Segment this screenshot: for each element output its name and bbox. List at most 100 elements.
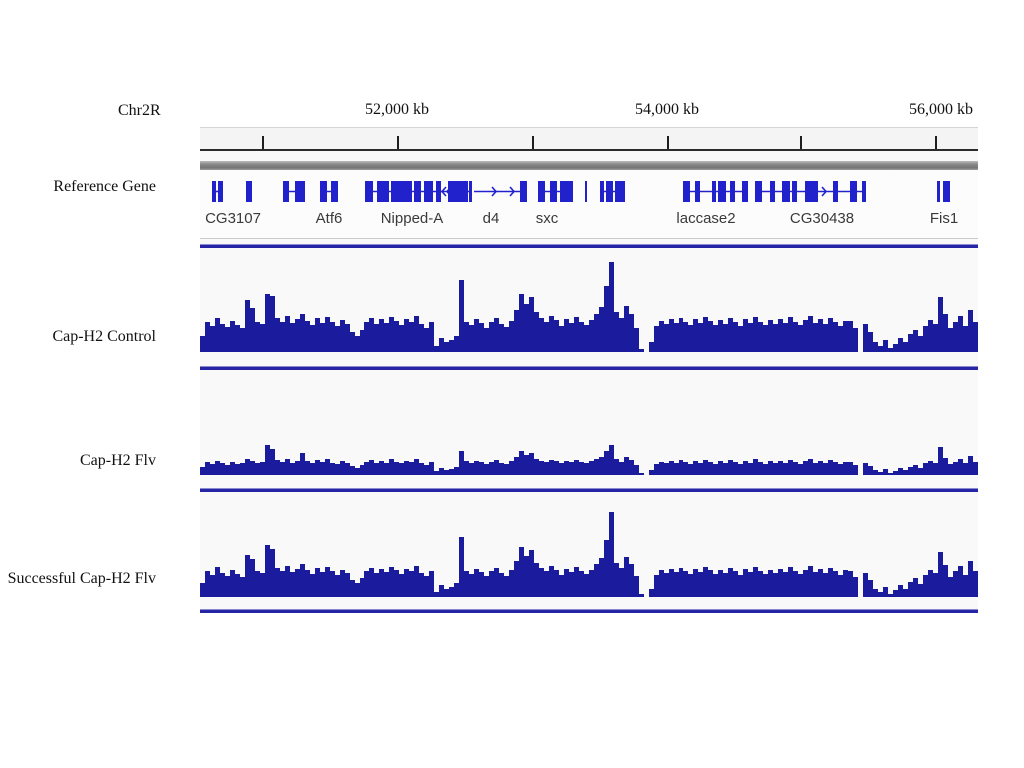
coverage-bar (299, 564, 305, 597)
coverage-bar (847, 462, 853, 475)
gene-exon (782, 181, 790, 202)
coverage-bar (902, 589, 908, 597)
coverage-bar (593, 564, 599, 597)
ruler-coordinate-label: 54,000 kb (635, 101, 699, 118)
coverage-bar (867, 580, 873, 597)
coverage-bar (209, 575, 215, 597)
coverage-bar (389, 317, 395, 352)
coverage-bar (608, 262, 614, 352)
coverage-bar (304, 570, 310, 597)
coverage-bar (219, 573, 225, 597)
coverage-bar (204, 571, 210, 597)
coverage-bar (369, 460, 375, 475)
coverage-bar (887, 348, 893, 352)
coverage-bar (339, 320, 345, 352)
coverage-bar (404, 569, 410, 597)
coverage-bar (693, 461, 699, 475)
coverage-bar (648, 342, 654, 352)
coverage-bar (359, 465, 365, 475)
track-bottom-border-line (200, 609, 978, 613)
coverage-bar (419, 463, 425, 475)
coverage-bar (962, 326, 968, 352)
coverage-bar (713, 464, 719, 475)
coverage-bar (773, 463, 779, 475)
gene-exon (585, 181, 587, 202)
coverage-bar (254, 322, 260, 352)
coverage-bar (623, 306, 629, 352)
coverage-bar (294, 569, 300, 597)
coverage-bar (578, 322, 584, 352)
coverage-track-successful-cap-h2-flv (200, 502, 978, 597)
coverage-bar (593, 314, 599, 352)
gene-exon (295, 181, 305, 202)
coverage-bar (703, 317, 709, 352)
coverage-bar (842, 321, 848, 352)
gene-label: laccase2 (676, 210, 736, 227)
gene-label: Nipped-A (380, 210, 444, 227)
coverage-bar (778, 569, 784, 597)
coverage-bar (399, 574, 405, 597)
coverage-bar (708, 321, 714, 352)
coverage-bar (494, 460, 500, 475)
coverage-bar (344, 573, 350, 597)
coverage-bar (718, 320, 724, 352)
track-divider-bar (200, 161, 978, 170)
coverage-bar (234, 464, 240, 475)
coverage-bar (279, 571, 285, 597)
coverage-bar (409, 322, 415, 352)
coverage-bar (364, 571, 370, 597)
gene-exon (424, 181, 433, 202)
coverage-bar (768, 461, 774, 475)
coverage-bar (678, 568, 684, 597)
coverage-bar (618, 462, 624, 475)
coverage-bar (214, 318, 220, 352)
coverage-bar (917, 336, 923, 352)
coverage-bar (449, 587, 455, 597)
coverage-bar (434, 471, 440, 475)
coverage-bar (628, 564, 634, 597)
coverage-bar (658, 570, 664, 597)
coverage-bar (244, 459, 250, 475)
coverage-bar (329, 571, 335, 597)
coverage-bar (224, 327, 230, 352)
coverage-bar (334, 575, 340, 597)
coverage-bar (648, 470, 654, 475)
coverage-bar (708, 462, 714, 475)
coverage-bar (653, 575, 659, 597)
coverage-bar (937, 297, 943, 352)
coverage-bar (723, 324, 729, 352)
coverage-bar (788, 460, 794, 475)
coverage-bar (818, 461, 824, 475)
coverage-bar (219, 324, 225, 352)
coverage-bar (872, 342, 878, 352)
coverage-bar (768, 320, 774, 352)
coverage-bar (214, 567, 220, 597)
ruler-tick (800, 136, 802, 149)
coverage-bar (648, 589, 654, 597)
coverage-bar (693, 319, 699, 352)
coverage-bar (673, 572, 679, 597)
coverage-bar (384, 323, 390, 352)
coverage-bar (324, 317, 330, 352)
coverage-bar (798, 574, 804, 597)
coverage-bar (748, 463, 754, 475)
coverage-bar (653, 464, 659, 475)
coverage-bar (548, 460, 554, 475)
coverage-bar (852, 577, 858, 597)
coverage-bar (379, 569, 385, 597)
coverage-bar (927, 320, 933, 352)
coverage-bar (593, 459, 599, 475)
coverage-bar (833, 322, 838, 352)
coverage-bar (469, 463, 475, 475)
coverage-bar (558, 575, 564, 597)
coverage-bar (598, 558, 604, 597)
gene-exon (331, 181, 338, 202)
coverage-bar (354, 336, 360, 352)
coverage-bar (922, 463, 928, 475)
coverage-bar (618, 318, 624, 352)
gene-label: Atf6 (315, 210, 343, 227)
coverage-bar (748, 572, 754, 597)
coverage-bar (239, 328, 245, 352)
gene-exon (448, 181, 468, 202)
coverage-bar (274, 568, 280, 597)
